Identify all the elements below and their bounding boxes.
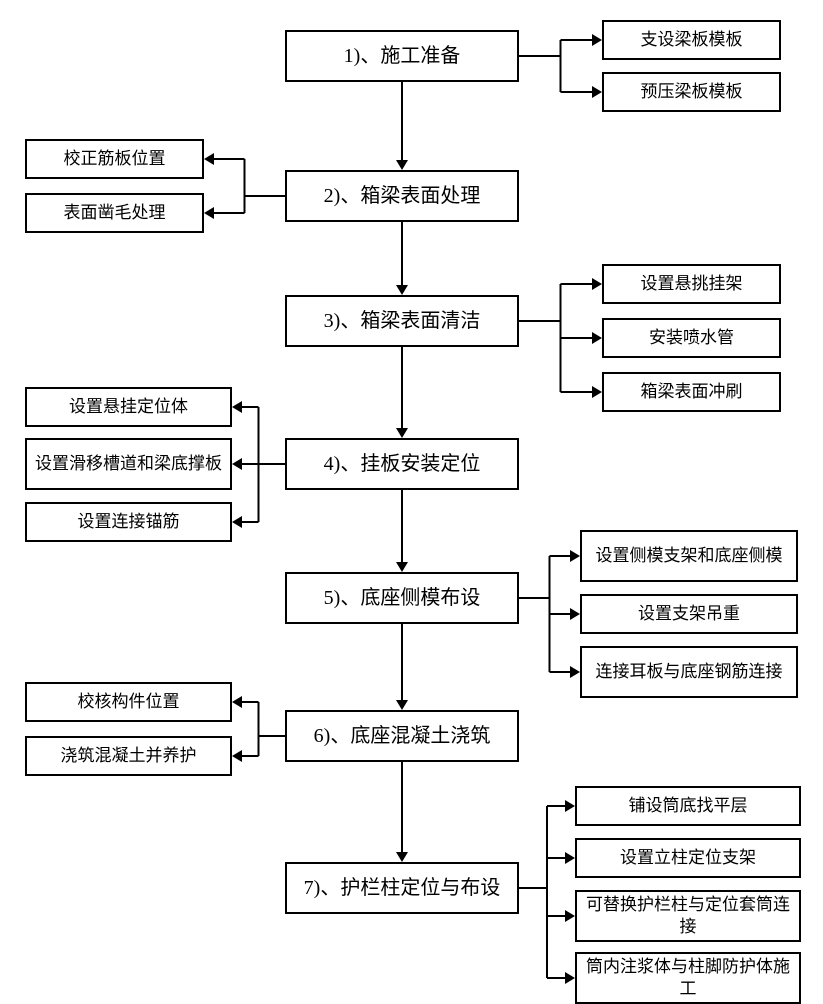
connector-left (232, 395, 285, 534)
side-box-s7-2: 可替换护栏柱与定位套筒连接 (575, 890, 801, 942)
side-box-s2-1: 表面凿毛处理 (25, 193, 204, 233)
side-box-s5-0: 设置侧模支架和底座侧模 (580, 530, 798, 582)
main-step-s5: 5)、底座侧模布设 (285, 572, 519, 624)
side-box-s7-0: 铺设筒底找平层 (575, 786, 801, 826)
connector-left (232, 690, 285, 768)
arrow-down (392, 490, 412, 572)
side-box-s3-2: 箱梁表面冲刷 (602, 372, 781, 412)
side-box-s6-0: 校核构件位置 (25, 682, 232, 722)
arrow-down (392, 222, 412, 295)
arrow-down (392, 347, 412, 438)
main-step-s6: 6)、底座混凝土浇筑 (285, 710, 519, 762)
main-step-s2: 2)、箱梁表面处理 (285, 170, 519, 222)
side-box-s7-3: 筒内注浆体与柱脚防护体施工 (575, 952, 801, 1004)
main-step-s4: 4)、挂板安装定位 (285, 438, 519, 490)
side-box-s6-1: 浇筑混凝土并养护 (25, 736, 232, 776)
connector-right (519, 28, 602, 104)
side-box-s3-1: 安装喷水管 (602, 318, 781, 358)
connector-left (204, 147, 285, 225)
side-box-s3-0: 设置悬挑挂架 (602, 264, 781, 304)
connector-right (519, 272, 602, 404)
arrow-down (392, 624, 412, 710)
connector-right (519, 544, 580, 684)
side-box-s4-1: 设置滑移槽道和梁底撑板 (25, 438, 232, 490)
side-box-s5-2: 连接耳板与底座钢筋连接 (580, 646, 798, 698)
main-step-s7: 7)、护栏柱定位与布设 (285, 862, 519, 914)
side-box-s1-1: 预压梁板模板 (602, 72, 781, 112)
side-box-s5-1: 设置支架吊重 (580, 594, 798, 634)
arrow-down (392, 762, 412, 862)
side-box-s4-0: 设置悬挂定位体 (25, 387, 232, 427)
connector-right (519, 794, 575, 990)
side-box-s4-2: 设置连接锚筋 (25, 502, 232, 542)
side-box-s7-1: 设置立柱定位支架 (575, 838, 801, 878)
arrow-down (392, 82, 412, 170)
side-box-s1-0: 支设梁板模板 (602, 20, 781, 60)
side-box-s2-0: 校正筋板位置 (25, 139, 204, 179)
main-step-s1: 1)、施工准备 (285, 30, 519, 82)
main-step-s3: 3)、箱梁表面清洁 (285, 295, 519, 347)
